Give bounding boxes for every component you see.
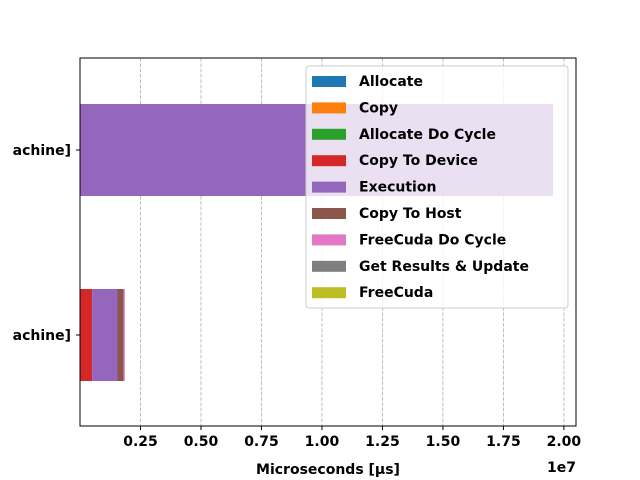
- x-tick-label: 1.75: [486, 434, 521, 450]
- legend: Allocate Copy Allocate Do Cycle Copy To Dev…: [305, 65, 569, 309]
- legend-swatch: [312, 155, 346, 167]
- legend-swatch: [312, 208, 346, 219]
- x-tick-label: 0.25: [123, 434, 158, 450]
- x-tick-label: 2.00: [547, 434, 582, 450]
- bar-segment: [92, 289, 118, 381]
- legend-label: Copy To Device: [359, 153, 478, 169]
- legend-swatch: [312, 128, 346, 140]
- legend-swatch: [312, 234, 346, 246]
- x-tick-label: 1.25: [365, 434, 400, 450]
- y-ticks: achine] achine]: [13, 143, 80, 344]
- legend-swatch: [312, 181, 346, 193]
- legend-label: Copy: [359, 100, 398, 116]
- bar-segment: [123, 289, 125, 381]
- x-tick-label: 1.00: [305, 434, 340, 450]
- y-tick-label: achine]: [13, 143, 71, 159]
- legend-label: FreeCuda Do Cycle: [359, 232, 506, 248]
- legend-swatch: [312, 287, 346, 299]
- x-axis-title: Microseconds [μs]: [256, 462, 400, 478]
- legend-label: FreeCuda: [359, 285, 433, 301]
- x-ticks: 0.25 0.50 0.75 1.00 1.25 1.50 1.75 2.00: [123, 426, 581, 450]
- bar-segment: [80, 289, 93, 381]
- legend-label: Copy To Host: [359, 206, 462, 222]
- x-scale-label: 1e7: [547, 460, 576, 476]
- legend-swatch: [312, 260, 346, 272]
- x-tick-label: 0.50: [184, 434, 219, 450]
- legend-swatch: [312, 76, 346, 87]
- legend-label: Execution: [359, 180, 436, 196]
- bar-segment: [117, 289, 124, 381]
- legend-label: Allocate: [359, 74, 423, 90]
- plot-frame: [79, 57, 577, 427]
- legend-label: Allocate Do Cycle: [359, 127, 496, 143]
- x-tick-label: 1.50: [426, 434, 461, 450]
- legend-box: [305, 65, 569, 309]
- y-tick-label: achine]: [13, 328, 71, 344]
- legend-label: Get Results & Update: [359, 259, 529, 275]
- legend-swatch: [312, 102, 346, 114]
- x-tick-label: 0.75: [244, 434, 279, 450]
